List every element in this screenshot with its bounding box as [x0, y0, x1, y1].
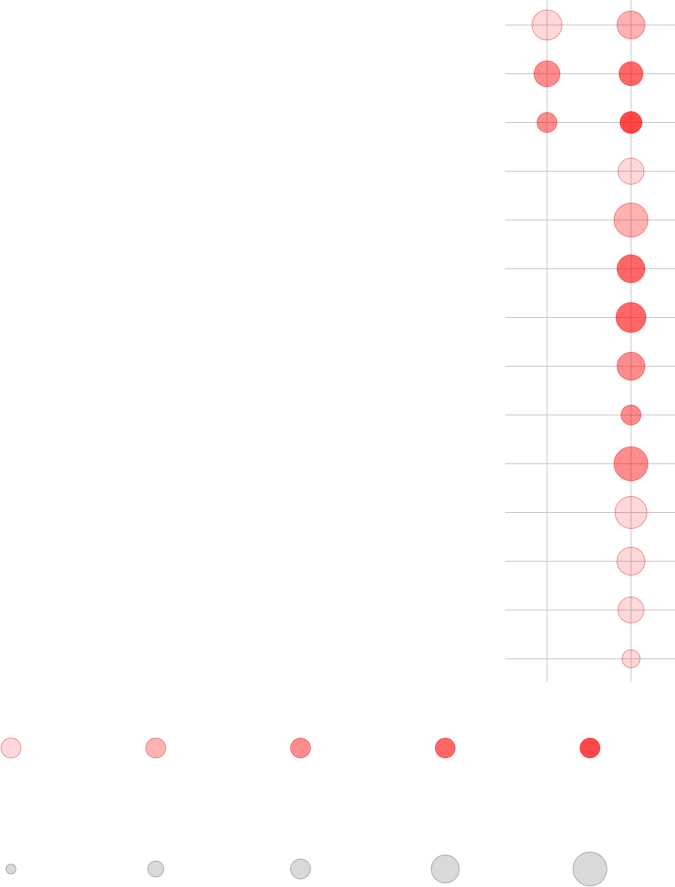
size-legend-dot — [290, 858, 311, 880]
size-legend-dot — [430, 854, 460, 884]
size-legend-dot — [5, 863, 17, 875]
bubble — [616, 546, 646, 576]
bubble — [620, 404, 642, 426]
size-legend-dot — [147, 860, 165, 878]
bubble — [616, 254, 646, 284]
color-legend-dot — [0, 737, 22, 759]
bubble — [616, 351, 646, 381]
bubble — [613, 202, 649, 238]
bubble — [618, 61, 644, 87]
bubble — [613, 446, 649, 482]
bubble — [614, 496, 648, 529]
bubble — [617, 596, 645, 624]
color-legend-dot — [579, 737, 601, 759]
bubble — [536, 112, 558, 133]
bubble — [617, 157, 645, 185]
bubble — [615, 302, 647, 333]
color-legend-dot — [434, 737, 456, 759]
bubble — [621, 649, 641, 669]
color-legend-dot — [145, 737, 167, 759]
bubble — [531, 9, 563, 41]
bubble — [619, 111, 643, 134]
size-legend-dot — [572, 851, 608, 887]
bubble — [533, 60, 561, 88]
color-legend-dot — [290, 737, 311, 759]
bubble — [616, 10, 646, 40]
